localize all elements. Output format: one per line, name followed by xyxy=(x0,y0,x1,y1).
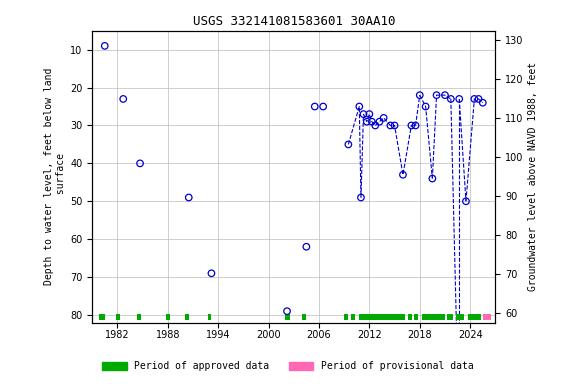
Point xyxy=(474,96,483,102)
Point xyxy=(357,194,366,200)
Point xyxy=(344,141,353,147)
Bar xyxy=(363,314,406,320)
Point xyxy=(365,111,374,117)
Bar xyxy=(422,314,445,320)
Y-axis label: Depth to water level, feet below land
 surface: Depth to water level, feet below land su… xyxy=(44,68,66,285)
Point xyxy=(415,92,425,98)
Bar xyxy=(99,314,105,320)
Bar xyxy=(414,314,418,320)
Point xyxy=(359,111,368,117)
Point xyxy=(407,122,416,129)
Point xyxy=(367,119,377,125)
Legend: Period of approved data, Period of provisional data: Period of approved data, Period of provi… xyxy=(98,358,478,375)
Bar xyxy=(285,314,290,320)
Point xyxy=(478,100,487,106)
Bar xyxy=(184,314,189,320)
Point xyxy=(390,122,399,129)
Point xyxy=(375,119,384,125)
Bar xyxy=(456,314,464,320)
Point xyxy=(362,119,372,125)
Point xyxy=(432,92,441,98)
Bar xyxy=(448,314,453,320)
Point xyxy=(100,43,109,49)
Bar xyxy=(344,314,348,320)
Point xyxy=(440,92,449,98)
Bar xyxy=(208,314,211,320)
Bar xyxy=(302,314,306,320)
Point xyxy=(411,122,420,129)
Point xyxy=(470,96,479,102)
Title: USGS 332141081583601 30AA10: USGS 332141081583601 30AA10 xyxy=(192,15,395,28)
Bar xyxy=(351,314,355,320)
Bar xyxy=(116,314,120,320)
Point xyxy=(355,103,364,109)
Bar xyxy=(408,314,412,320)
Bar xyxy=(483,314,491,320)
Bar xyxy=(359,314,363,320)
Point xyxy=(421,103,430,109)
Y-axis label: Groundwater level above NAVD 1988, feet: Groundwater level above NAVD 1988, feet xyxy=(528,62,538,291)
Point xyxy=(379,115,388,121)
Point xyxy=(207,270,216,276)
Point xyxy=(370,122,380,129)
Point xyxy=(119,96,128,102)
Point xyxy=(310,103,319,109)
Bar xyxy=(468,314,481,320)
Point xyxy=(399,172,408,178)
Point xyxy=(461,198,471,204)
Point xyxy=(454,96,464,102)
Bar xyxy=(166,314,170,320)
Point xyxy=(302,244,311,250)
Point xyxy=(386,122,395,129)
Point xyxy=(184,194,194,200)
Point xyxy=(446,96,456,102)
Bar xyxy=(137,314,141,320)
Point xyxy=(428,175,437,182)
Point xyxy=(282,308,291,314)
Point xyxy=(135,160,145,166)
Point xyxy=(319,103,328,109)
